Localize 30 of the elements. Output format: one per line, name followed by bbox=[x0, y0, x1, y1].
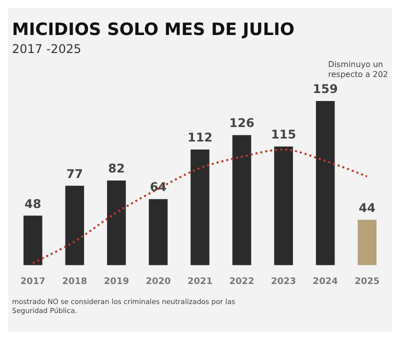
data-label: 126 bbox=[229, 116, 254, 130]
data-label: 112 bbox=[187, 130, 213, 145]
data-label: 44 bbox=[358, 200, 376, 215]
text: Disminuyo un bbox=[328, 60, 384, 70]
chart-title: MICIDIOS SOLO MES DE JULIO bbox=[12, 20, 294, 40]
bar bbox=[358, 220, 377, 266]
bar bbox=[232, 135, 252, 266]
bar bbox=[148, 199, 168, 266]
x-tick-label: 2019 bbox=[104, 276, 129, 287]
data-label: 48 bbox=[24, 196, 42, 211]
x-tick-label: 2017 bbox=[20, 276, 46, 287]
bar bbox=[23, 216, 42, 266]
chart-subtitle: 2017 -2025 bbox=[12, 42, 82, 56]
x-tick-label: 2021 bbox=[187, 276, 213, 287]
x-tick-label: 2025 bbox=[354, 276, 380, 287]
bar bbox=[190, 150, 210, 266]
x-tick-label: 2018 bbox=[62, 276, 88, 287]
x-tick-label: 2020 bbox=[146, 276, 171, 287]
data-label: 115 bbox=[271, 128, 296, 142]
bar bbox=[107, 180, 126, 266]
bar bbox=[65, 186, 84, 266]
data-label: 77 bbox=[66, 166, 84, 181]
x-tick-label: 2024 bbox=[312, 276, 338, 287]
data-label: 159 bbox=[312, 82, 338, 96]
x-tick-label: 2023 bbox=[271, 276, 296, 287]
bar bbox=[316, 101, 335, 266]
data-label: 82 bbox=[108, 162, 125, 176]
text: respecto a 202 bbox=[328, 70, 388, 80]
bar bbox=[274, 146, 293, 266]
x-tick-label: 2022 bbox=[229, 276, 254, 287]
